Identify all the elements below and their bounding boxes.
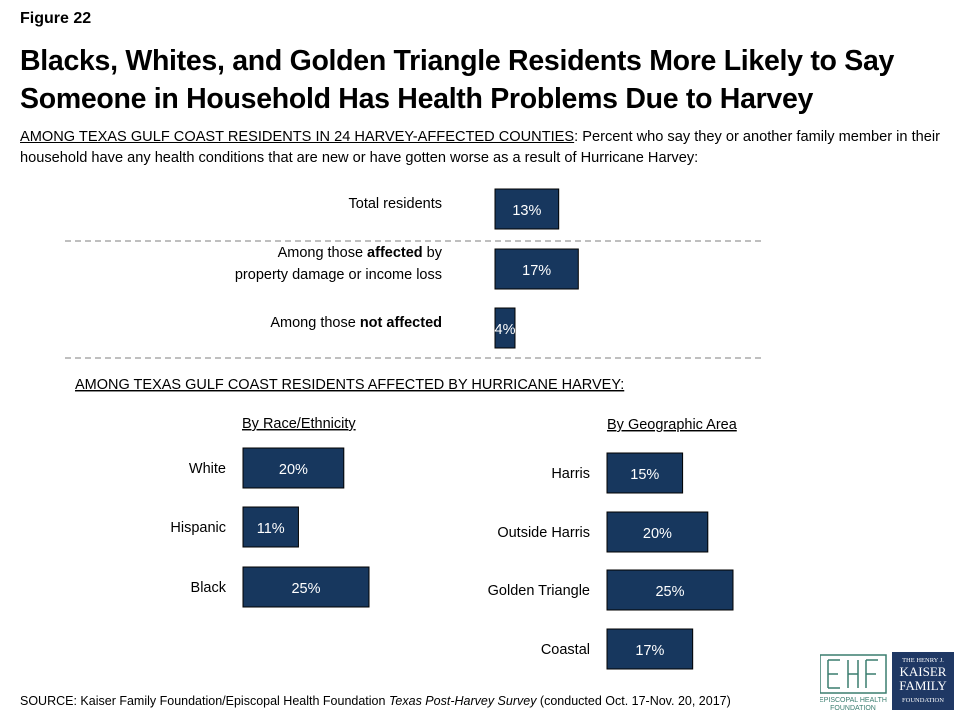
source-prefix: SOURCE: Kaiser Family Foundation/Episcop… xyxy=(20,694,389,708)
bar-value-label-2-2: 25% xyxy=(655,584,684,600)
bar-1-2 xyxy=(242,566,370,608)
bar-2-2 xyxy=(606,569,734,611)
bar-1-0 xyxy=(242,447,345,489)
chart-1-title: By Race/Ethnicity xyxy=(242,416,356,432)
source-italic: Texas Post-Harvey Survey xyxy=(388,694,537,708)
bar-value-label-0-2: 4% xyxy=(495,322,516,338)
source-suffix: (conducted Oct. 17-Nov. 20, 2017) xyxy=(536,694,731,708)
chart-subtitle: AMONG TEXAS GULF COAST RESIDENTS IN 24 H… xyxy=(20,127,950,169)
category-label-1-1: Hispanic xyxy=(170,520,226,536)
chart-geographic-area: By Geographic Area 15% Harris 20% Outside Ha… xyxy=(488,417,738,670)
ehf-logo-text: EPISCOPAL HEALTH FOUNDATION xyxy=(820,697,887,712)
category-label-2-1: Outside Harris xyxy=(497,525,590,541)
category-label-1-2: Black xyxy=(191,580,227,596)
category-label-0-2: Among those not affected xyxy=(270,315,442,331)
category-label-2-2: Golden Triangle xyxy=(488,583,590,599)
kff-logo: THE HENRY J. KAISER FAMILY FOUNDATION xyxy=(892,652,954,710)
subtitle-underlined: AMONG TEXAS GULF COAST RESIDENTS IN 24 H… xyxy=(20,129,575,145)
chart-race-ethnicity: By Race/Ethnicity 20% White 11% Hispanic 25% B… xyxy=(170,416,370,608)
bar-value-label-2-1: 20% xyxy=(643,526,672,542)
category-label-2-0: Harris xyxy=(551,466,590,482)
kff-logo-text: THE HENRY J. KAISER FAMILY FOUNDATION xyxy=(899,657,947,704)
ehf-logo: EPISCOPAL HEALTH FOUNDATION xyxy=(820,654,887,712)
category-label-0-1: Among those affected by property damage o… xyxy=(235,245,443,283)
category-label-1-0: White xyxy=(189,461,226,477)
bar-value-label-0-1: 17% xyxy=(522,263,551,279)
bar-1-1 xyxy=(242,506,299,548)
subtitle-rest: : Percent who say they or another family… xyxy=(20,129,940,166)
chart-title: Blacks, Whites, and Golden Triangle Resi… xyxy=(20,45,895,115)
bar-value-label-1-0: 20% xyxy=(279,462,308,478)
bar-2-3 xyxy=(606,628,694,670)
bar-value-label-2-3: 17% xyxy=(635,643,664,659)
section-affected-label: AMONG TEXAS GULF COAST RESIDENTS AFFECTE… xyxy=(75,377,624,393)
bar-value-label-2-0: 15% xyxy=(630,467,659,483)
logos: EPISCOPAL HEALTH FOUNDATION THE HENRY J. K… xyxy=(820,652,954,712)
figure-label: Figure 22 xyxy=(20,10,92,27)
bar-value-label-1-1: 11% xyxy=(257,521,285,537)
category-label-2-3: Coastal xyxy=(541,642,590,658)
bar-0-2 xyxy=(494,307,516,349)
bar-value-label-1-2: 25% xyxy=(291,581,320,597)
bar-value-label-0-0: 13% xyxy=(512,203,541,219)
chart-overall: 13% Total residents 17% Among those affecte… xyxy=(235,188,579,349)
bar-0-1 xyxy=(494,248,579,290)
source-note: SOURCE: Kaiser Family Foundation/Episcop… xyxy=(20,694,731,708)
bar-0-0 xyxy=(494,188,560,230)
bar-2-0 xyxy=(606,452,684,494)
chart-2-title: By Geographic Area xyxy=(607,417,738,433)
bar-2-1 xyxy=(606,511,709,553)
category-label-0-0: Total residents xyxy=(349,196,443,212)
